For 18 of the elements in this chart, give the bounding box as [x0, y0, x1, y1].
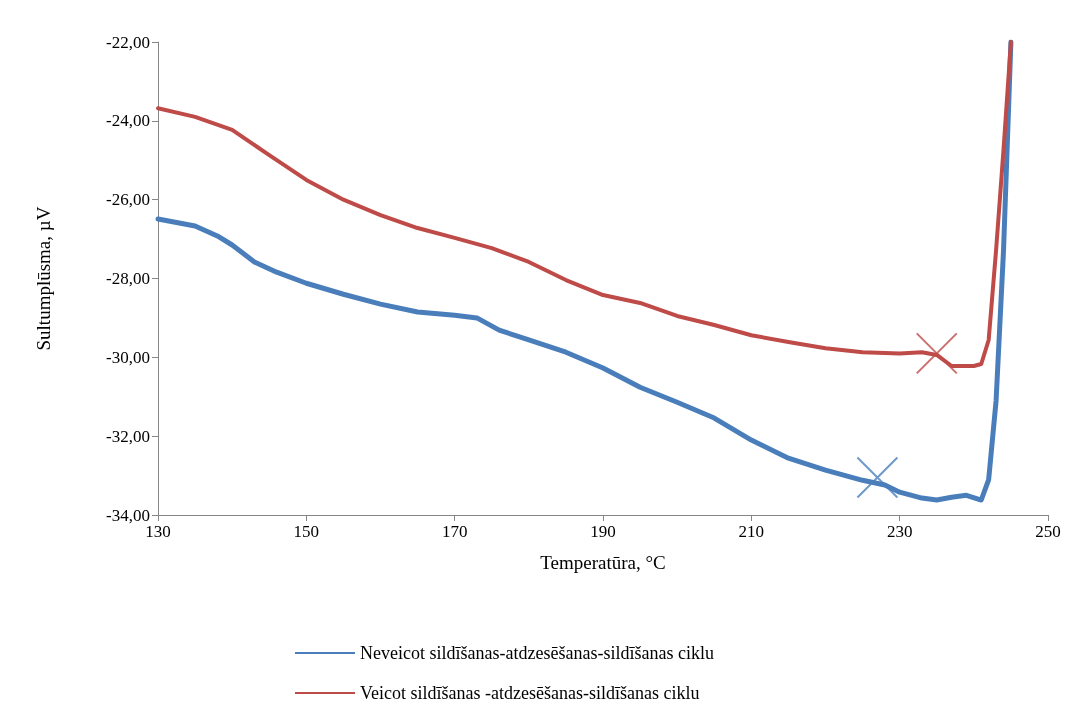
y-tick-label: -32,00 — [106, 426, 150, 446]
x-tick-label: 250 — [1035, 522, 1061, 541]
y-tick-label: -24,00 — [106, 111, 150, 131]
x-axis-title: Temperatūra, °C — [540, 552, 666, 573]
x-tick-label: 150 — [293, 522, 320, 541]
x-tick-label: 230 — [886, 522, 913, 541]
x-tick-label: 210 — [738, 522, 765, 541]
y-tick-label: -26,00 — [106, 190, 150, 210]
x-tick-label: 170 — [441, 522, 468, 541]
y-tick-label: -30,00 — [106, 347, 150, 367]
legend-label: Veicot sildīšanas -atdzesēšanas-sildīšanas ciklu — [360, 683, 700, 703]
x-tick-label: 130 — [145, 522, 171, 541]
y-tick-label: -28,00 — [106, 269, 150, 288]
x-tick-label: 190 — [590, 522, 616, 541]
y-axis-title: Sultumplūsma, µV — [33, 206, 54, 351]
y-tick-label: -34,00 — [106, 505, 150, 525]
y-tick-label: -22,00 — [106, 32, 150, 52]
legend-label: Neveicot sildīšanas-atdzesēšanas-sildīšanas ciklu — [360, 643, 714, 663]
